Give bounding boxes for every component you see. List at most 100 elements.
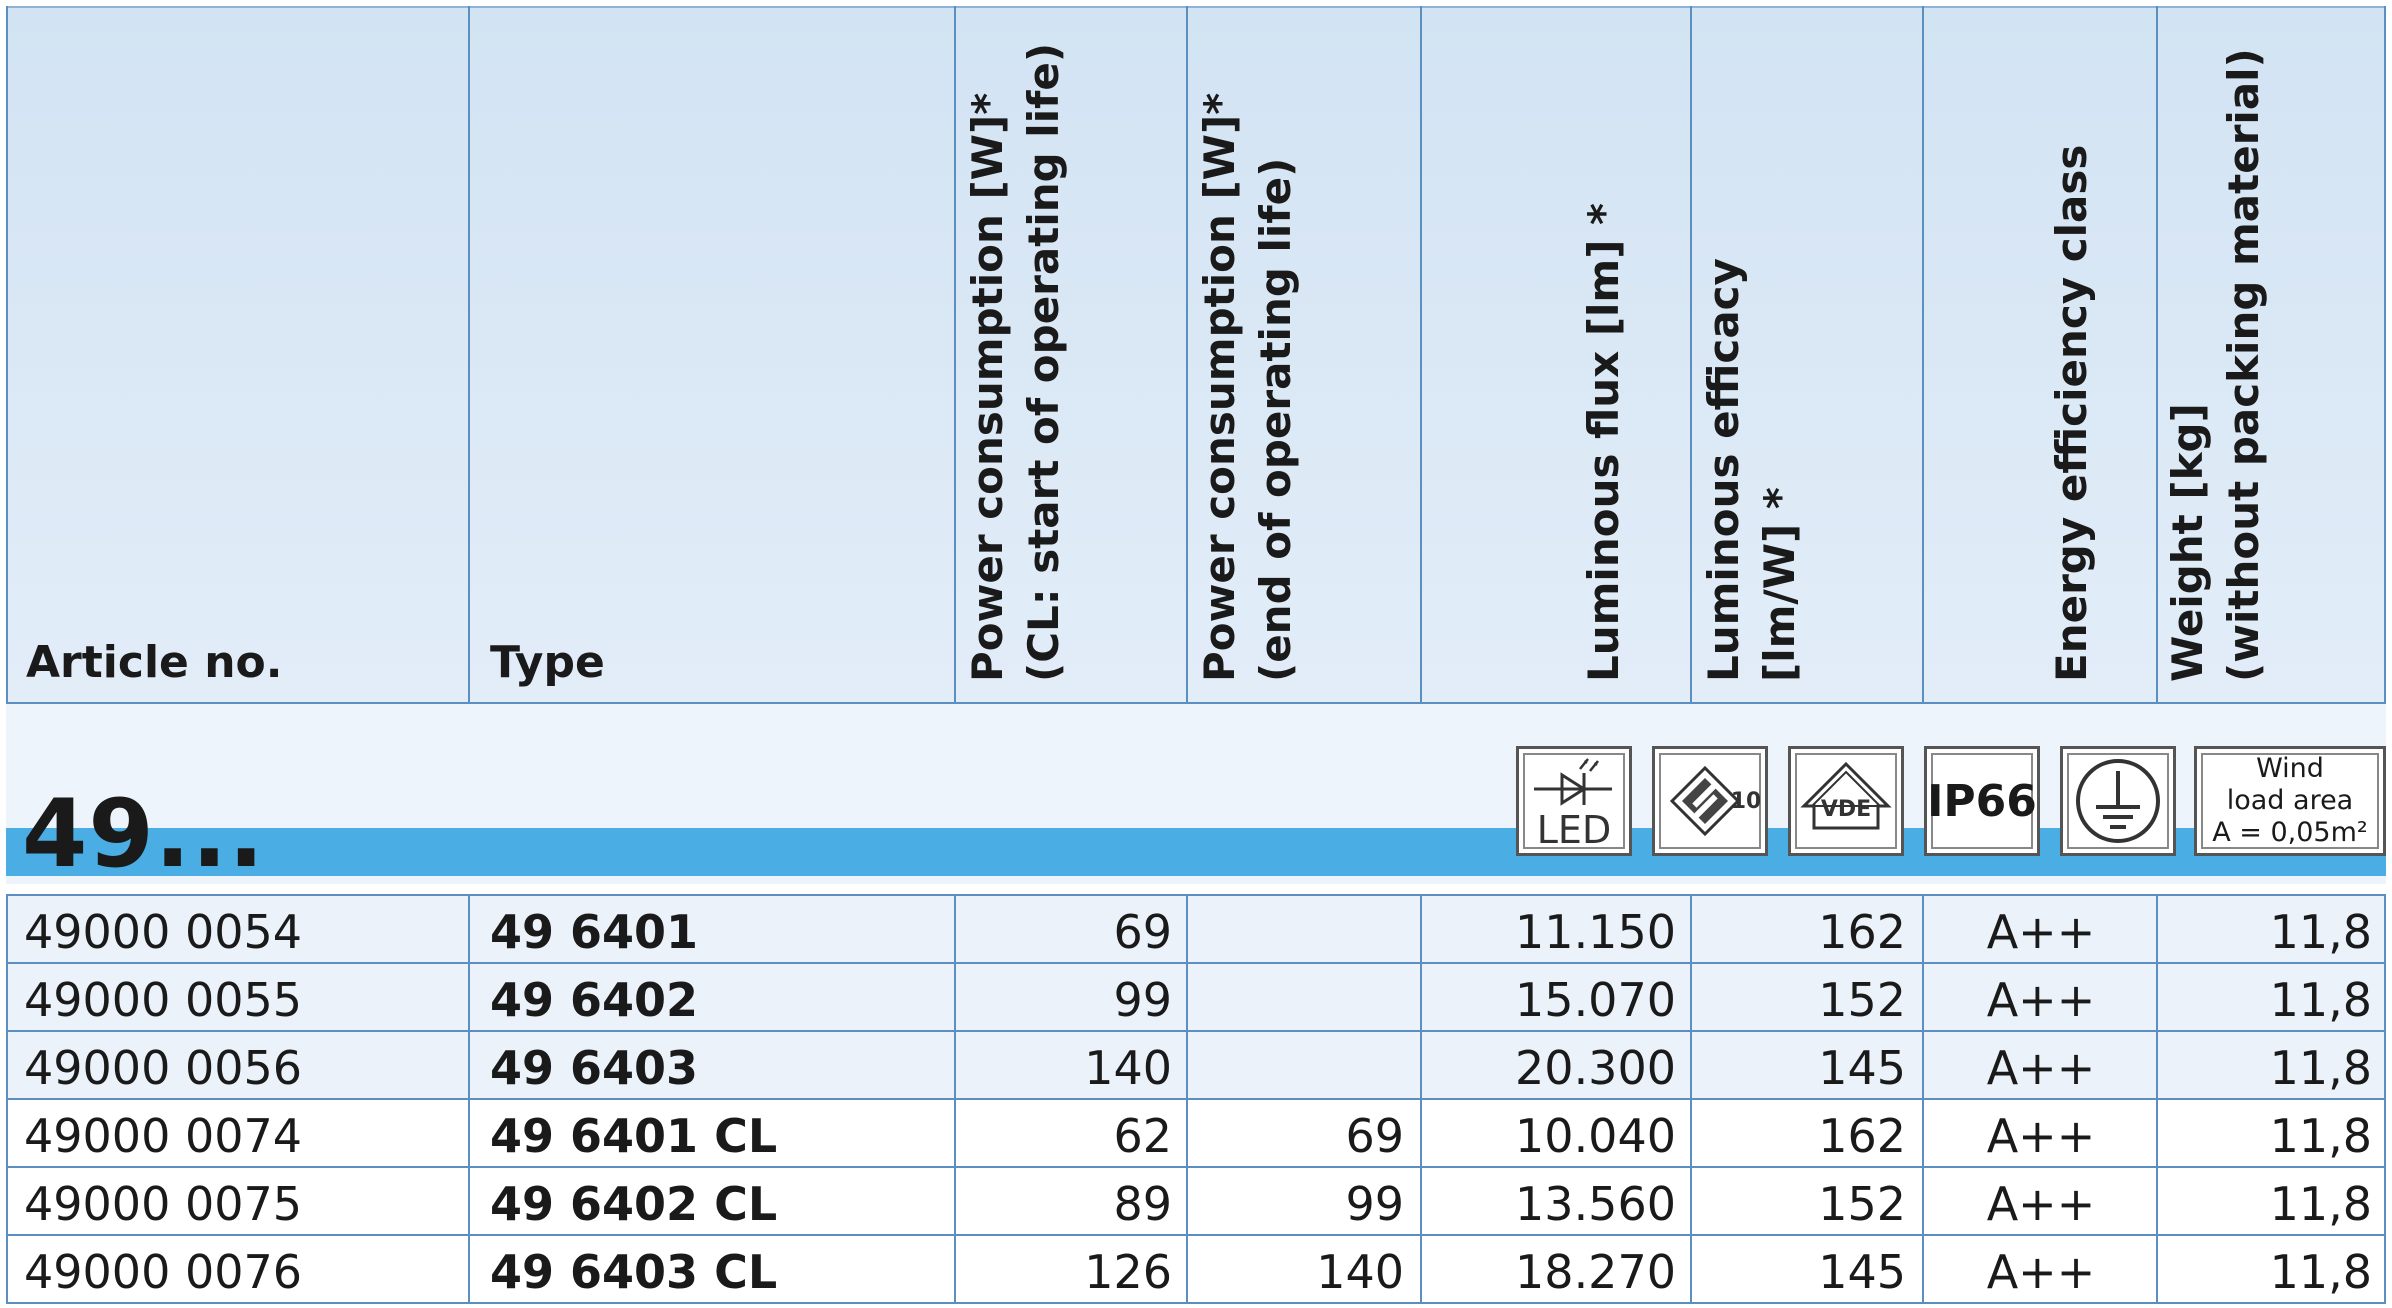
grid-line: [2384, 6, 2386, 704]
cell-luminous-efficacy: 152: [1818, 1177, 1906, 1231]
grid-line: [1922, 894, 1924, 1304]
header-power-start-line-1: Power consumption [W]*: [963, 92, 1012, 682]
enec-number: 10: [1731, 789, 1760, 814]
grid-line: [2156, 6, 2158, 704]
header-luminous-flux-line-1: Luminous flux [lm] *: [1579, 203, 1628, 682]
grid-line: [6, 962, 2386, 964]
cell-power-start: 89: [1113, 1177, 1172, 1231]
cell-luminous-efficacy: 162: [1818, 1109, 1906, 1163]
cell-luminous-efficacy: 145: [1818, 1041, 1906, 1095]
cell-article-no: 49000 0055: [24, 973, 303, 1027]
cell-weight: 11,8: [2269, 1109, 2372, 1163]
cell-type: 49 6402: [490, 973, 699, 1027]
header-article-no: Article no.: [26, 637, 283, 688]
cell-type: 49 6403: [490, 1041, 699, 1095]
cell-article-no: 49000 0074: [24, 1109, 303, 1163]
cell-weight: 11,8: [2269, 905, 2372, 959]
cell-power-end: [1188, 896, 1404, 964]
table-header: Article no. Type Power consumption [W]* …: [6, 6, 2386, 702]
grid-line: [6, 1234, 2386, 1236]
grid-line: [1420, 894, 1422, 1304]
cell-power-end: 69: [1345, 1109, 1404, 1163]
cell-power-end: 99: [1345, 1177, 1404, 1231]
wind-line-2: load area: [2226, 785, 2354, 816]
cell-power-end: [1188, 964, 1404, 1032]
grid-line: [6, 1030, 2386, 1032]
cell-energy-class: A++: [1986, 905, 2096, 959]
grid-line: [6, 894, 2386, 896]
cell-luminous-flux: 20.300: [1515, 1041, 1676, 1095]
cell-weight: 11,8: [2269, 1041, 2372, 1095]
cell-luminous-efficacy: 162: [1818, 905, 1906, 959]
cell-type: 49 6401: [490, 905, 699, 959]
table-row: 49000 0074 49 6401 CL 62 69 10.040 162 A…: [6, 1100, 2386, 1168]
header-power-end-line-2: (end of operating life): [1251, 157, 1300, 682]
cell-power-start: 62: [1113, 1109, 1172, 1163]
cell-luminous-flux: 10.040: [1515, 1109, 1676, 1163]
cell-article-no: 49000 0054: [24, 905, 303, 959]
grid-line: [6, 1166, 2386, 1168]
header-power-start-line-2: (CL: start of operating life): [1019, 42, 1068, 682]
protective-earth-icon: [2060, 746, 2176, 856]
grid-line: [6, 6, 2386, 8]
vde-label: VDE: [1821, 797, 1871, 822]
grid-line: [468, 894, 470, 1304]
header-weight-line-1: Weight [kg]: [2163, 403, 2212, 682]
cell-type: 49 6402 CL: [490, 1177, 778, 1231]
cell-luminous-flux: 15.070: [1515, 973, 1676, 1027]
grid-line: [1186, 894, 1188, 1304]
grid-line: [1690, 894, 1692, 1304]
grid-line: [954, 6, 956, 704]
cell-power-start: 69: [1113, 905, 1172, 959]
grid-line: [954, 894, 956, 1304]
cell-power-start: 126: [1084, 1245, 1172, 1299]
grid-line: [1922, 6, 1924, 704]
enec-icon: 10: [1652, 746, 1768, 856]
table-row: 49000 0075 49 6402 CL 89 99 13.560 152 A…: [6, 1168, 2386, 1236]
grid-line: [468, 6, 470, 704]
cell-energy-class: A++: [1986, 1109, 2096, 1163]
cell-weight: 11,8: [2269, 973, 2372, 1027]
grid-line: [2384, 894, 2386, 1304]
cell-power-end: [1188, 1032, 1404, 1100]
cell-luminous-flux: 11.150: [1515, 905, 1676, 959]
header-luminous-efficacy-line-1: Luminous efficacy: [1699, 258, 1748, 682]
wind-line-3: A = 0,05m²: [2212, 817, 2368, 848]
cell-luminous-efficacy: 145: [1818, 1245, 1906, 1299]
cell-energy-class: A++: [1986, 1245, 2096, 1299]
header-weight-line-2: (without packing material): [2219, 48, 2268, 682]
cell-power-end: 140: [1316, 1245, 1404, 1299]
table-row: 49000 0056 49 6403 140 20.300 145 A++ 11…: [6, 1032, 2386, 1100]
table-row: 49000 0055 49 6402 99 15.070 152 A++ 11,…: [6, 964, 2386, 1032]
cell-power-start: 140: [1084, 1041, 1172, 1095]
cell-energy-class: A++: [1986, 1041, 2096, 1095]
table-row: 49000 0076 49 6403 CL 126 140 18.270 145…: [6, 1236, 2386, 1304]
cell-type: 49 6401 CL: [490, 1109, 778, 1163]
ip66-badge: IP66: [1924, 746, 2040, 856]
group-title: 49...: [22, 780, 265, 889]
cell-luminous-flux: 13.560: [1515, 1177, 1676, 1231]
cell-power-start: 99: [1113, 973, 1172, 1027]
wind-line-1: Wind: [2256, 753, 2324, 784]
product-group-band: 49... LED 10: [6, 704, 2386, 889]
cell-energy-class: A++: [1986, 1177, 2096, 1231]
header-energy-class-line-1: Energy efficiency class: [2047, 144, 2096, 682]
grid-line: [2156, 894, 2158, 1304]
grid-line: [1690, 6, 1692, 704]
cell-article-no: 49000 0075: [24, 1177, 303, 1231]
grid-line: [1186, 6, 1188, 704]
table-row: 49000 0054 49 6401 69 11.150 162 A++ 11,…: [6, 896, 2386, 964]
cell-weight: 11,8: [2269, 1177, 2372, 1231]
cell-article-no: 49000 0056: [24, 1041, 303, 1095]
cell-weight: 11,8: [2269, 1245, 2372, 1299]
vde-icon: VDE: [1788, 746, 1904, 856]
grid-line: [6, 1302, 2386, 1304]
grid-line: [6, 6, 8, 704]
header-luminous-efficacy-line-2: [lm/W] *: [1755, 487, 1804, 682]
grid-line: [6, 894, 8, 1304]
cell-type: 49 6403 CL: [490, 1245, 778, 1299]
header-type: Type: [490, 637, 605, 688]
cell-article-no: 49000 0076: [24, 1245, 303, 1299]
grid-line: [6, 702, 2386, 704]
grid-line: [6, 1098, 2386, 1100]
